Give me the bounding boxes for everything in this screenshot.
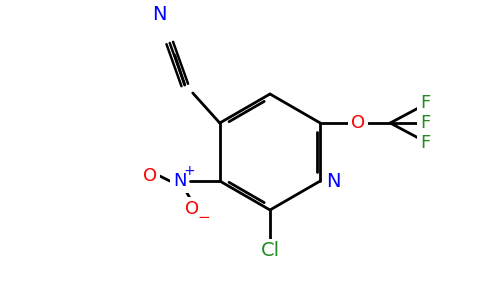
Text: −: − xyxy=(197,209,210,224)
Text: +: + xyxy=(184,164,196,178)
Text: F: F xyxy=(420,114,430,132)
Text: Cl: Cl xyxy=(260,242,280,260)
Text: O: O xyxy=(185,200,199,218)
Text: F: F xyxy=(420,94,430,112)
Text: N: N xyxy=(326,172,340,190)
Text: O: O xyxy=(351,114,365,132)
Text: N: N xyxy=(152,5,167,25)
Text: N: N xyxy=(173,172,186,190)
Text: O: O xyxy=(143,167,157,185)
Text: F: F xyxy=(420,134,430,152)
